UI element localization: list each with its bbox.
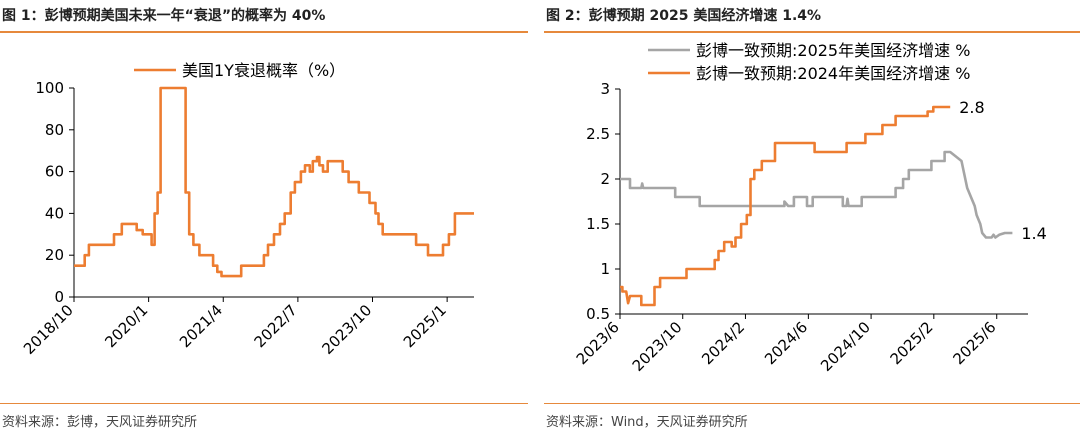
fig2-x-tick-label: 2023/6 <box>573 318 623 368</box>
figure-1-top-rule <box>0 31 528 33</box>
fig1-x-tick-label: 2023/10 <box>319 301 376 358</box>
fig1-x-tick-label: 2018/10 <box>20 301 77 358</box>
fig2-end-value-label-0: 1.4 <box>1021 224 1046 243</box>
figure-2-bottom-rule <box>544 403 1080 404</box>
figure-2-panel: 图 2：彭博预期 2025 美国经济增速 1.4% 0.5 1 1.5 2 2.5 3 20… <box>544 0 1080 437</box>
fig2-y-tick-label: 1.5 <box>586 215 610 233</box>
fig1-legend-label-0: 美国1Y衰退概率（%） <box>182 61 345 80</box>
fig1-x-tick-label: 2025/1 <box>400 301 450 351</box>
figure-1-panel: 图 1：彭博预期美国未来一年“衰退”的概率为 40% 0 20 40 60 80 100 2… <box>0 0 528 437</box>
fig2-y-tick-label: 2.5 <box>586 125 610 143</box>
fig2-x-tick-label: 2025/2 <box>887 318 937 368</box>
figure-2-source: 资料来源：Wind，天风证券研究所 <box>546 415 748 430</box>
figure-1-source: 资料来源：彭博，天风证券研究所 <box>2 415 198 430</box>
fig2-legend-label-0: 彭博一致预期:2025年美国经济增速 % <box>696 41 970 60</box>
fig2-x-tick-label: 2024/6 <box>761 318 811 368</box>
figure-2-title: 图 2：彭博预期 2025 美国经济增速 1.4% <box>546 8 822 24</box>
fig1-y-tick-label: 80 <box>45 121 64 139</box>
fig1-x-tick-label: 2021/4 <box>176 301 226 351</box>
fig2-series-line-0 <box>620 150 1013 239</box>
fig1-y-tick-label: 60 <box>45 163 64 181</box>
fig2-y-tick-label: 3 <box>600 80 610 98</box>
fig1-y-tick-label: 0 <box>54 288 64 306</box>
fig1-y-tick-label: 100 <box>35 79 64 97</box>
fig2-x-tick-label: 2023/10 <box>629 318 686 375</box>
recession-probability-chart: 0 20 40 60 80 100 2018/10 2020/1 2021/4 2022/7 202… <box>20 61 474 358</box>
figure-2-top-rule <box>544 31 1080 33</box>
fig2-x-tick-label: 2025/6 <box>950 318 1000 368</box>
fig2-x-tick-label: 2024/2 <box>698 318 748 368</box>
fig2-y-tick-label: 1 <box>600 260 610 278</box>
figure-1-bottom-rule <box>0 403 528 404</box>
fig2-y-tick-label: 0.5 <box>586 305 610 323</box>
fig1-series-line-0 <box>74 86 474 278</box>
fig2-y-tick-label: 2 <box>600 170 610 188</box>
fig1-x-tick-label: 2022/7 <box>251 301 301 351</box>
fig2-series-line-1 <box>620 105 951 307</box>
figure-1-title: 图 1：彭博预期美国未来一年“衰退”的概率为 40% <box>2 8 326 24</box>
fig1-y-tick-label: 40 <box>45 204 64 222</box>
fig2-end-value-label-1: 2.8 <box>959 98 984 117</box>
fig1-y-tick-label: 20 <box>45 246 64 264</box>
fig1-x-tick-label: 2020/1 <box>101 301 151 351</box>
fig2-legend-label-1: 彭博一致预期:2024年美国经济增速 % <box>696 64 970 83</box>
fig2-x-tick-label: 2024/10 <box>817 318 874 375</box>
